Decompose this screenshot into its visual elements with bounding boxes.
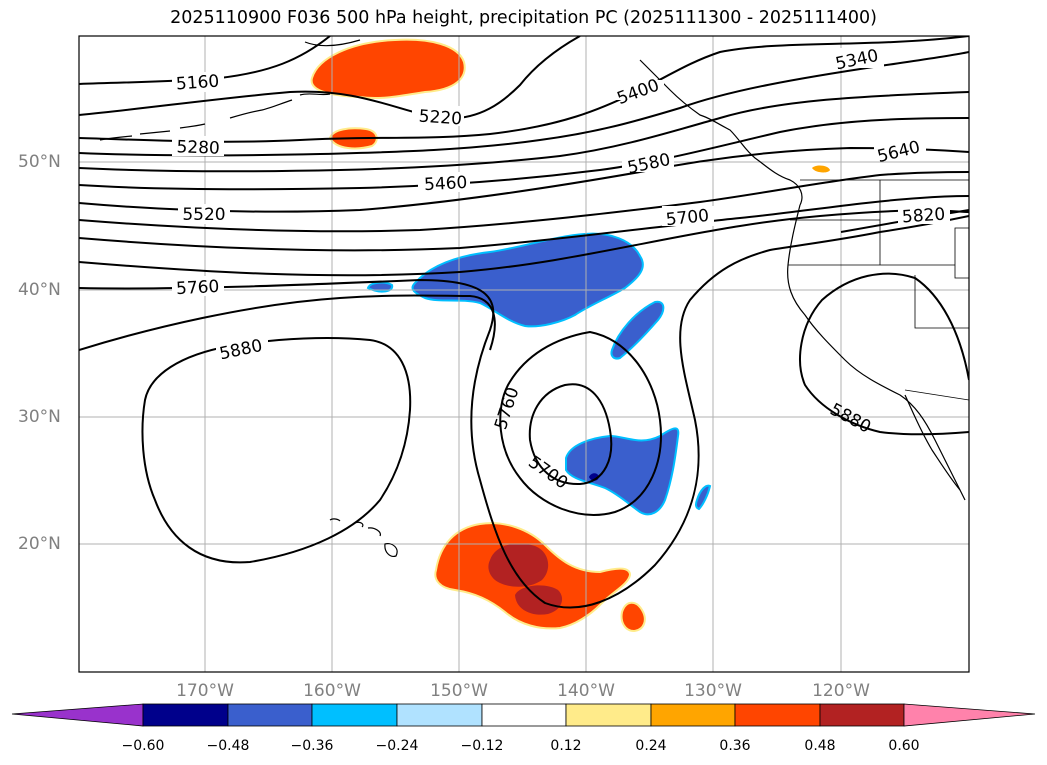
colorbar-tick-label: −0.12 <box>460 738 504 754</box>
contour-label-5700-loop: 5700 <box>524 452 571 493</box>
border-us-mexico <box>904 389 969 401</box>
colorbar-tick-label: −0.48 <box>206 738 250 754</box>
coastlines <box>99 39 969 557</box>
colorbar-bin <box>565 703 652 727</box>
colorbar-bin <box>734 703 821 727</box>
colorbar-tick-label: 0.60 <box>888 738 920 754</box>
contour-5580 <box>79 171 969 233</box>
contour-5700-loop <box>528 383 613 486</box>
colorbar-tick-label: −0.60 <box>121 738 165 754</box>
contour-label-5700: 5700 <box>665 206 710 230</box>
colorbar-tick-label: 0.24 <box>635 738 667 754</box>
colorbar-bin <box>396 703 483 727</box>
colorbar-bin <box>311 703 398 727</box>
precip-area-small-west <box>366 281 394 293</box>
contour-label-5520: 5520 <box>182 205 225 225</box>
lat-label-40n: 40°N <box>18 280 61 300</box>
precip-core-b <box>515 585 563 615</box>
colorbar-tick-label: 0.48 <box>804 738 836 754</box>
contour-label-5280: 5280 <box>176 137 220 158</box>
colorbar-tick-label: −0.24 <box>375 738 419 754</box>
contour-5220 <box>79 36 581 120</box>
contour-label-5820: 5820 <box>901 205 946 228</box>
contour-label-5760-loop: 5760 <box>491 385 523 432</box>
colorbar-extend-max <box>903 703 1036 727</box>
precip-area-central <box>411 232 644 328</box>
border-states <box>788 180 969 329</box>
precip-core-a <box>488 543 549 587</box>
contour-5880-high <box>141 337 412 564</box>
coastline-baja <box>904 394 961 491</box>
precip-area-alaska <box>310 38 466 100</box>
contour-label-5160: 5160 <box>175 72 220 95</box>
contour-label-5460: 5460 <box>424 173 468 195</box>
colorbar-bin <box>650 703 736 727</box>
map-title: 2025110900 F036 500 hPa height, precipit… <box>170 8 877 28</box>
precip-area-oregon <box>812 165 830 173</box>
contour-5760-north <box>79 215 969 609</box>
lon-label-120w: 120°W <box>812 681 870 701</box>
colorbar-extend-min <box>11 703 144 727</box>
map-frame <box>78 35 970 673</box>
precip-area-small-south <box>620 601 646 633</box>
lat-label-50n: 50°N <box>18 152 61 172</box>
colorbar <box>11 703 1036 727</box>
lon-label-130w: 130°W <box>684 681 742 701</box>
height-contours <box>79 36 969 609</box>
contour-5400 <box>79 91 969 173</box>
precip-negative-regions <box>366 232 712 516</box>
contour-5520 <box>79 146 969 213</box>
contour-label-5760: 5760 <box>176 277 220 299</box>
coastline-bc-alaska-panhandle <box>639 59 803 206</box>
colorbar-tick-label: 0.12 <box>550 738 582 754</box>
contour-label-5220: 5220 <box>418 107 463 130</box>
colorbar-bin <box>227 703 313 727</box>
contour-5880-east <box>799 272 969 436</box>
precip-positive-regions <box>310 38 830 633</box>
colorbar-bin <box>142 703 229 727</box>
gridlines <box>79 36 969 672</box>
coastline-alaska <box>229 39 361 119</box>
contour-5280 <box>79 36 969 143</box>
precip-area-thin-strip <box>694 484 712 511</box>
precip-area-south-central <box>565 427 680 516</box>
lat-label-30n: 30°N <box>18 407 61 427</box>
colorbar-tick-label: −0.36 <box>290 738 334 754</box>
colorbar-bin <box>481 703 567 727</box>
contour-5460 <box>79 117 969 191</box>
contour-5640 <box>79 195 969 252</box>
coastline-hawaii <box>329 518 398 557</box>
coastline-us-west <box>787 204 966 501</box>
lon-label-160w: 160°W <box>303 681 361 701</box>
colorbar-tick-label: 0.36 <box>719 738 751 754</box>
precip-area-diagonal <box>610 300 665 360</box>
lat-label-20n: 20°N <box>18 534 61 554</box>
colorbar-bin <box>819 703 905 727</box>
lon-label-150w: 150°W <box>430 681 488 701</box>
lon-label-140w: 140°W <box>557 681 615 701</box>
lon-label-170w: 170°W <box>176 681 234 701</box>
contour-5760-loop <box>499 330 662 516</box>
contour-label-5880-east: 5880 <box>827 400 875 438</box>
